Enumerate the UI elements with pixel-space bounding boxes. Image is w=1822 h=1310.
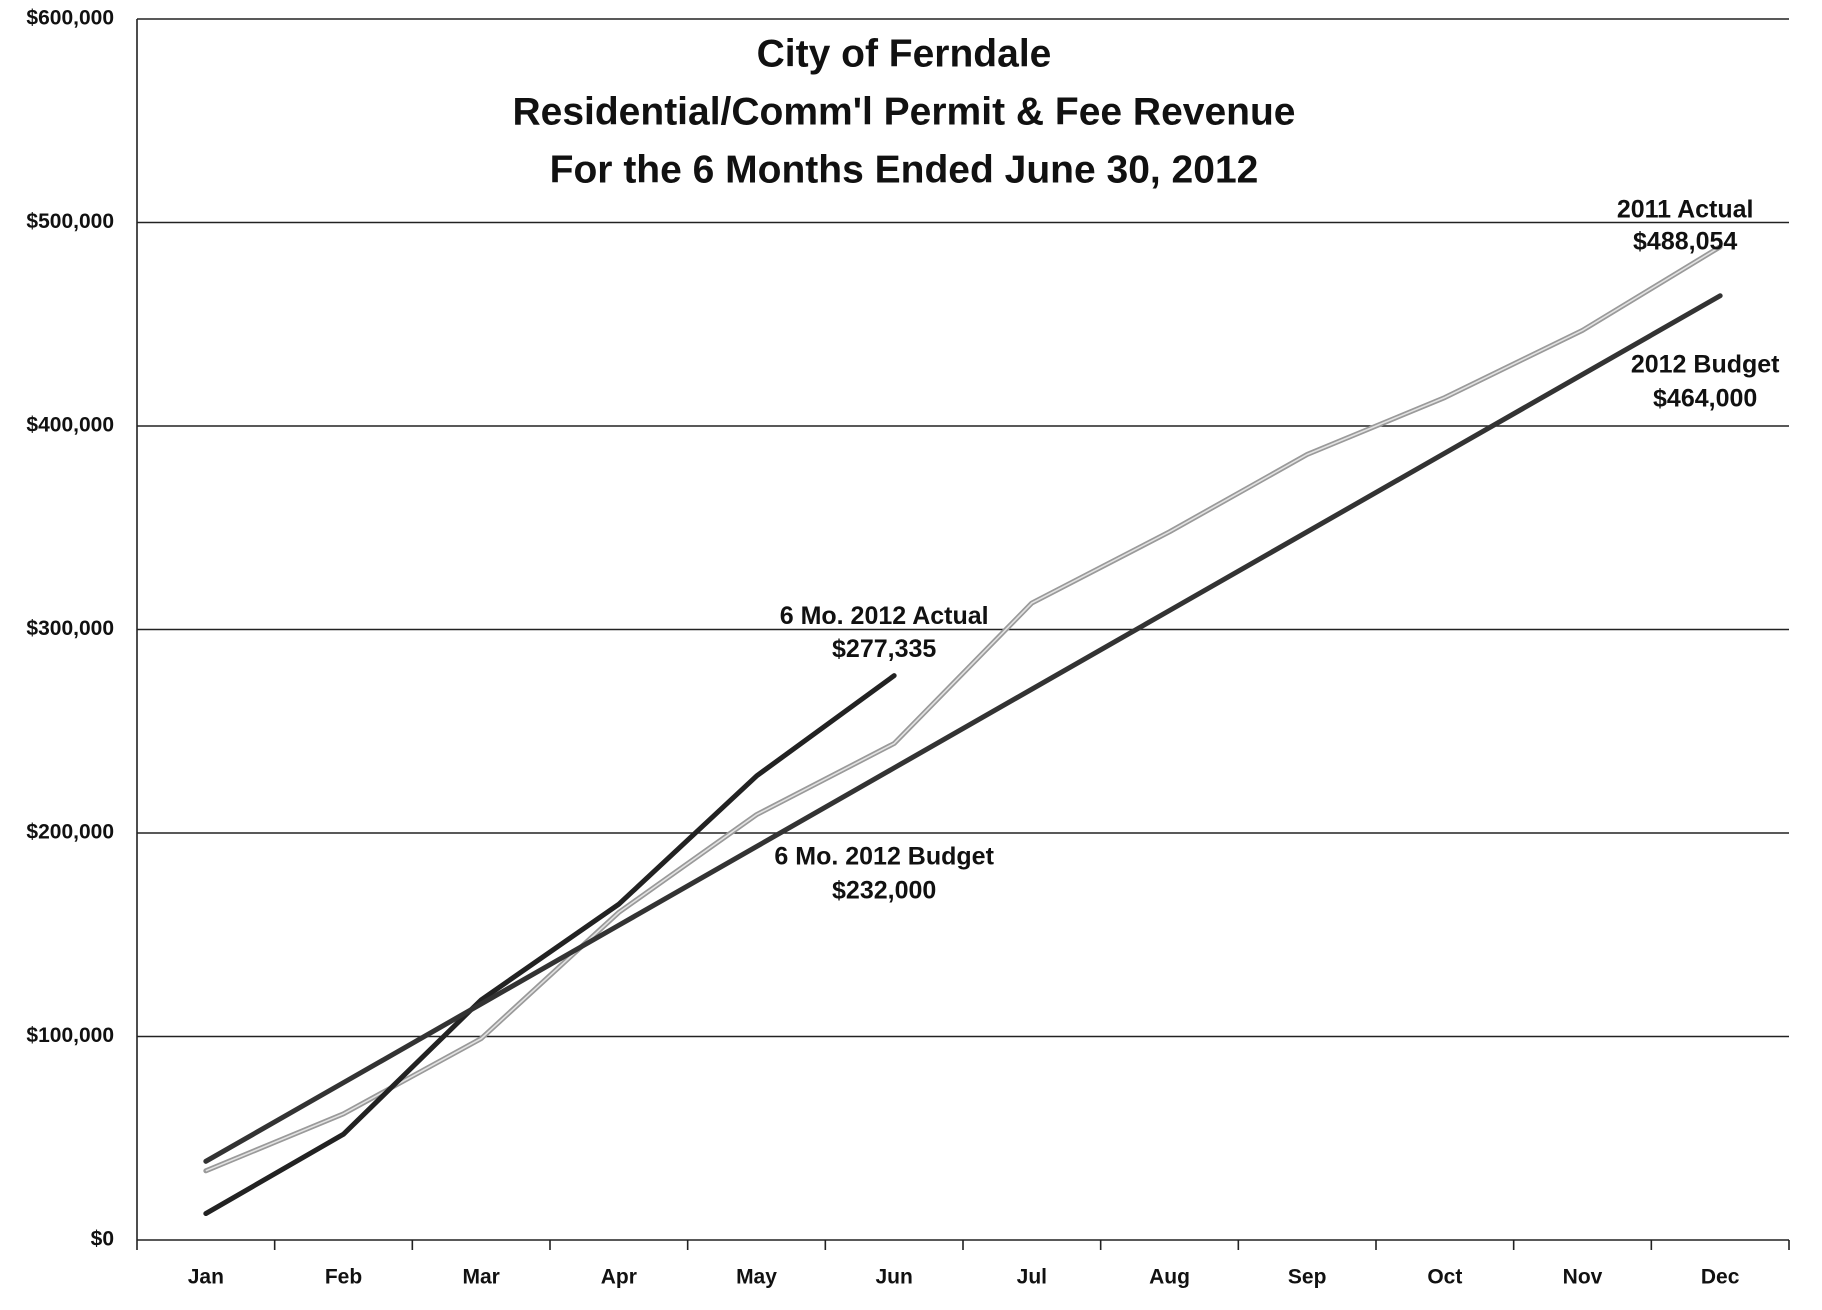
x-tick-label: Nov [1563, 1266, 1603, 1289]
x-tick-label: Jul [1017, 1266, 1047, 1289]
x-tick-label: Oct [1427, 1266, 1462, 1289]
chart-title: Residential/Comm'l Permit & Fee Revenue [512, 90, 1295, 133]
data-label: $488,054 [1633, 227, 1737, 255]
data-label: $464,000 [1653, 384, 1757, 412]
data-label: $232,000 [832, 876, 936, 904]
x-tick-label: Sep [1288, 1266, 1327, 1289]
data-label: $277,335 [832, 635, 936, 663]
x-tick-label: Apr [601, 1266, 637, 1289]
y-tick-label: $100,000 [26, 1024, 114, 1047]
y-tick-label: $200,000 [26, 821, 114, 844]
x-tick-label: Jan [188, 1266, 224, 1289]
y-tick-label: $600,000 [26, 7, 114, 30]
x-tick-label: Jun [875, 1266, 912, 1289]
series-name: 2011 Actual [1617, 195, 1754, 223]
annotation: 6 Mo. 2012 Budget [774, 842, 994, 870]
series-line [203, 293, 1723, 1164]
y-tick-label: $500,000 [26, 210, 114, 233]
chart-title: For the 6 Months Ended June 30, 2012 [550, 148, 1259, 191]
chart-title: City of Ferndale [757, 32, 1052, 75]
x-tick-label: Mar [462, 1266, 499, 1289]
series-name: 6 Mo. 2012 Actual [780, 602, 989, 630]
x-tick-label: Aug [1149, 1266, 1190, 1289]
series-line [203, 673, 897, 1217]
series-line-core [205, 246, 1721, 1172]
series-name: 2012 Budget [1631, 350, 1780, 378]
x-tick-label: Feb [325, 1266, 362, 1289]
x-tick-label: Dec [1701, 1266, 1740, 1289]
x-tick-label: May [736, 1266, 777, 1289]
y-tick-label: $0 [91, 1228, 114, 1251]
y-tick-label: $300,000 [26, 617, 114, 640]
y-tick-label: $400,000 [26, 414, 114, 437]
